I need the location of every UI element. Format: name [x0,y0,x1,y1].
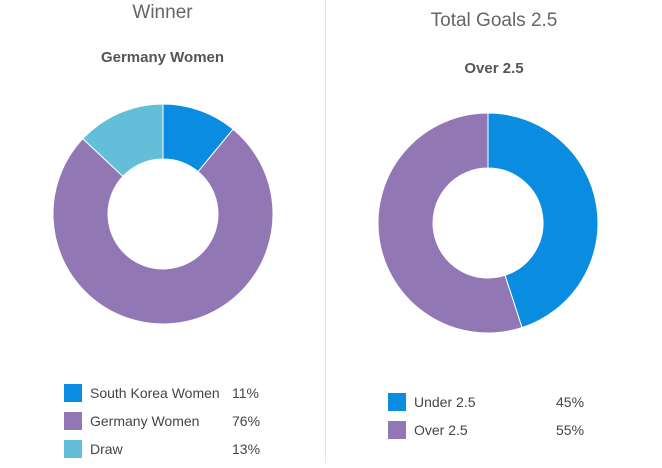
legend-swatch [64,440,82,458]
chart-title: Winner [132,2,193,23]
slice-over-2-5[interactable] [377,112,523,334]
chart-subtitle: Germany Women [100,49,225,66]
chart-subtitle: Over 2.5 [464,60,524,77]
legend-value: 11% [232,385,259,401]
legend-item-south-korea-women[interactable]: South Korea Women 11% [64,384,284,412]
legend-item-germany-women[interactable]: Germany Women 76% [64,412,284,440]
legend-swatch [388,393,406,411]
legend-label: Germany Women [90,413,200,429]
legend-swatch [64,412,82,430]
winner-legend: South Korea Women 11% Germany Women 76% … [64,384,284,468]
chart-title: Total Goals 2.5 [430,10,558,31]
legend-value: 76% [232,413,261,429]
legend-swatch [64,384,82,402]
legend-value: 55% [556,422,585,438]
total-goals-panel: Total Goals 2.5 Over 2.5 Under 2.5 45% O… [326,0,662,463]
legend-label: Over 2.5 [414,422,468,438]
legend-label: Under 2.5 [414,394,476,410]
legend-value: 45% [556,394,585,410]
legend-item-over-2-5[interactable]: Over 2.5 55% [388,421,608,449]
legend-item-under-2-5[interactable]: Under 2.5 45% [388,393,608,421]
legend-value: 13% [232,441,261,457]
total-goals-donut-chart [377,112,599,334]
slice-draw[interactable] [82,103,164,178]
slice-under-2-5[interactable] [487,112,599,329]
slice-germany-women[interactable] [52,128,274,325]
winner-panel: Winner Germany Women South Korea Women 1… [0,0,326,463]
legend-label: South Korea Women [90,385,220,401]
legend-label: Draw [90,441,123,457]
legend-item-draw[interactable]: Draw 13% [64,440,284,468]
legend-swatch [388,421,406,439]
winner-donut-chart [52,103,274,325]
total-goals-legend: Under 2.5 45% Over 2.5 55% [388,393,608,449]
